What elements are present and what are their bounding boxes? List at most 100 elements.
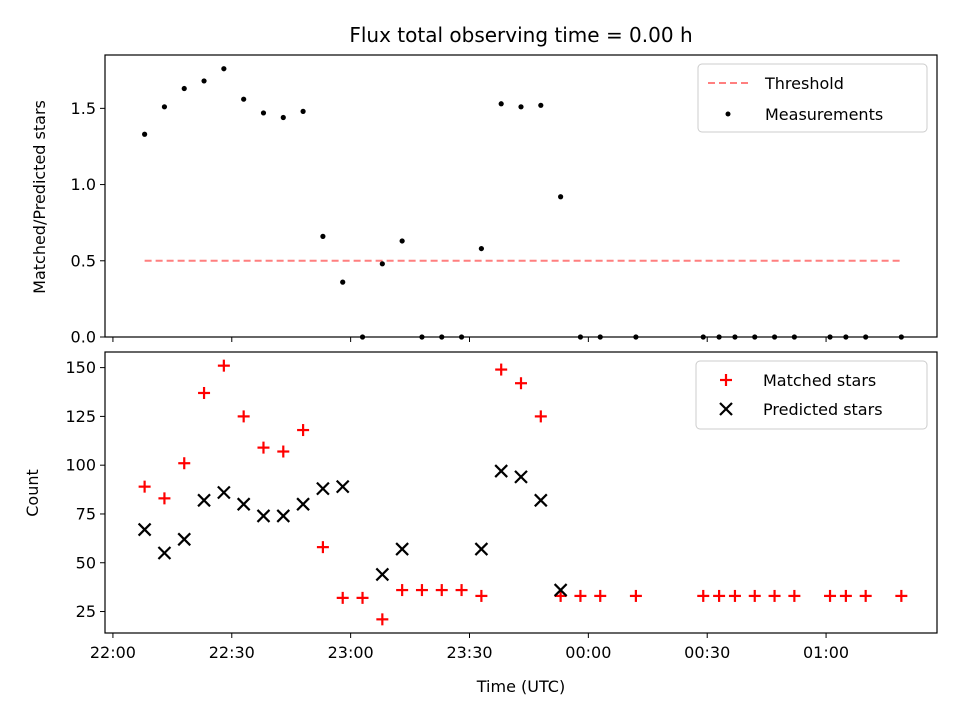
predicted-star-point-b bbox=[137, 522, 152, 537]
matched-star-point bbox=[158, 492, 171, 505]
predicted-star-point-b bbox=[375, 567, 390, 582]
predicted-star-point-b bbox=[395, 542, 409, 556]
legend-measurements-swatch bbox=[725, 111, 731, 117]
matched-star-point bbox=[594, 589, 607, 602]
bottom-x-tick-label: 23:30 bbox=[446, 643, 492, 662]
measurement-point bbox=[752, 334, 758, 340]
top-y-ticks: 0.0 0.5 1.0 1.5 bbox=[71, 99, 105, 347]
measurement-point bbox=[142, 131, 148, 137]
measurement-point bbox=[558, 194, 564, 200]
bottom-y-axis-label: Count bbox=[23, 469, 42, 517]
bottom-x-ticks: 22:00 22:30 23:00 23:30 00:00 00:30 01:00 bbox=[90, 633, 849, 662]
predicted-star-point bbox=[534, 493, 548, 508]
matched-star-point bbox=[435, 584, 448, 597]
x-axis-label: Time (UTC) bbox=[476, 677, 565, 696]
matched-star-point bbox=[297, 424, 310, 437]
bottom-x-tick-label: 00:00 bbox=[565, 643, 611, 662]
top-panel-frame bbox=[104, 54, 938, 338]
top-y-tick-label: 1.5 bbox=[71, 99, 96, 118]
top-y-tick-label: 1.0 bbox=[71, 175, 96, 194]
predicted-star-point-b bbox=[553, 583, 568, 597]
predicted-star-point bbox=[335, 479, 350, 494]
measurement-point bbox=[498, 101, 504, 107]
measurement-point bbox=[597, 334, 603, 340]
predicted-star-point bbox=[236, 497, 251, 511]
predicted-star-point bbox=[474, 542, 489, 556]
predicted-star-point bbox=[316, 481, 330, 496]
measurement-point bbox=[827, 334, 833, 340]
bottom-series bbox=[137, 359, 908, 626]
matched-star-point bbox=[728, 589, 741, 602]
predicted-star-point-b bbox=[256, 509, 271, 523]
bottom-x-tick-label: 23:00 bbox=[328, 643, 374, 662]
matched-star-point bbox=[237, 410, 250, 423]
measurement-point bbox=[771, 334, 778, 340]
top-x-ticks bbox=[112, 337, 827, 342]
matched-star-point bbox=[629, 589, 642, 602]
measurement-point bbox=[439, 334, 445, 340]
measurement-point bbox=[201, 78, 207, 84]
bottom-y-tick-label: 150 bbox=[65, 358, 96, 377]
predicted-star-point-b bbox=[494, 464, 508, 478]
matched-star-point bbox=[839, 589, 852, 602]
measurement-point bbox=[359, 334, 366, 340]
predicted-star-point bbox=[375, 567, 390, 582]
measurement-point bbox=[221, 66, 227, 72]
measurement-point bbox=[300, 108, 306, 114]
matched-star-point bbox=[336, 591, 349, 604]
top-panel: 0.0 0.5 1.0 1.5 Matched/Predicted stars Thr… bbox=[30, 54, 938, 347]
predicted-star-point-b bbox=[177, 532, 192, 547]
matched-star-point bbox=[415, 584, 428, 597]
legend-measurements-label: Measurements bbox=[765, 105, 883, 124]
bottom-legend-box bbox=[695, 360, 928, 430]
measurement-point bbox=[732, 334, 738, 340]
measurement-point bbox=[241, 96, 247, 102]
matched-star-point bbox=[713, 589, 726, 602]
matched-star-point bbox=[178, 457, 191, 470]
measurement-point bbox=[260, 110, 267, 116]
chart-title: Flux total observing time = 0.00 h bbox=[349, 23, 692, 47]
matched-star-point bbox=[859, 589, 872, 602]
bottom-x-tick-label: 00:30 bbox=[684, 643, 730, 662]
predicted-star-point-b bbox=[217, 485, 231, 500]
bottom-y-tick-label: 50 bbox=[76, 553, 96, 572]
matched-star-point bbox=[396, 584, 409, 597]
legend-matched-label: Matched stars bbox=[763, 371, 876, 390]
measurement-point bbox=[898, 334, 904, 340]
bottom-panel-frame bbox=[104, 351, 938, 634]
bottom-panel: 25 50 75 100 125 150 22:00 22:30 23:00 23:30 00:0… bbox=[23, 351, 938, 696]
matched-star-point bbox=[824, 589, 837, 602]
predicted-star-point-b bbox=[474, 542, 489, 556]
predicted-star-point bbox=[157, 546, 172, 560]
predicted-star-point bbox=[296, 497, 310, 511]
predicted-star-point bbox=[137, 522, 152, 537]
matched-star-point bbox=[376, 613, 389, 626]
legend-matched-swatch bbox=[720, 374, 732, 386]
matched-star-point bbox=[788, 589, 801, 602]
matched-star-point bbox=[257, 441, 270, 454]
matched-star-point bbox=[217, 359, 230, 372]
predicted-star-point-b bbox=[197, 493, 211, 508]
measurement-point bbox=[320, 233, 326, 239]
predicted-star-point bbox=[553, 583, 568, 597]
matched-star-point bbox=[574, 589, 587, 602]
legend-predicted-swatch bbox=[719, 402, 733, 416]
measurement-point bbox=[863, 334, 869, 340]
measurement-point bbox=[181, 85, 187, 92]
legend-threshold-label: Threshold bbox=[764, 74, 844, 93]
measurement-point bbox=[716, 334, 722, 340]
bottom-x-tick-label: 22:30 bbox=[209, 643, 255, 662]
predicted-star-point bbox=[494, 464, 508, 478]
predicted-star-point-b bbox=[534, 493, 548, 508]
matched-star-point bbox=[895, 589, 908, 602]
predicted-star-point-b bbox=[276, 509, 291, 523]
bottom-y-ticks: 25 50 75 100 125 150 bbox=[65, 358, 105, 621]
top-y-tick-label: 0.0 bbox=[71, 328, 96, 347]
matched-star-point bbox=[534, 410, 547, 423]
predicted-star-point bbox=[276, 509, 291, 523]
top-y-tick-label: 0.5 bbox=[71, 251, 96, 270]
predicted-star-point-b bbox=[316, 481, 330, 496]
top-legend: Threshold Measurements bbox=[697, 63, 928, 133]
predicted-star-point bbox=[217, 485, 231, 500]
predicted-star-point-b bbox=[236, 497, 251, 511]
